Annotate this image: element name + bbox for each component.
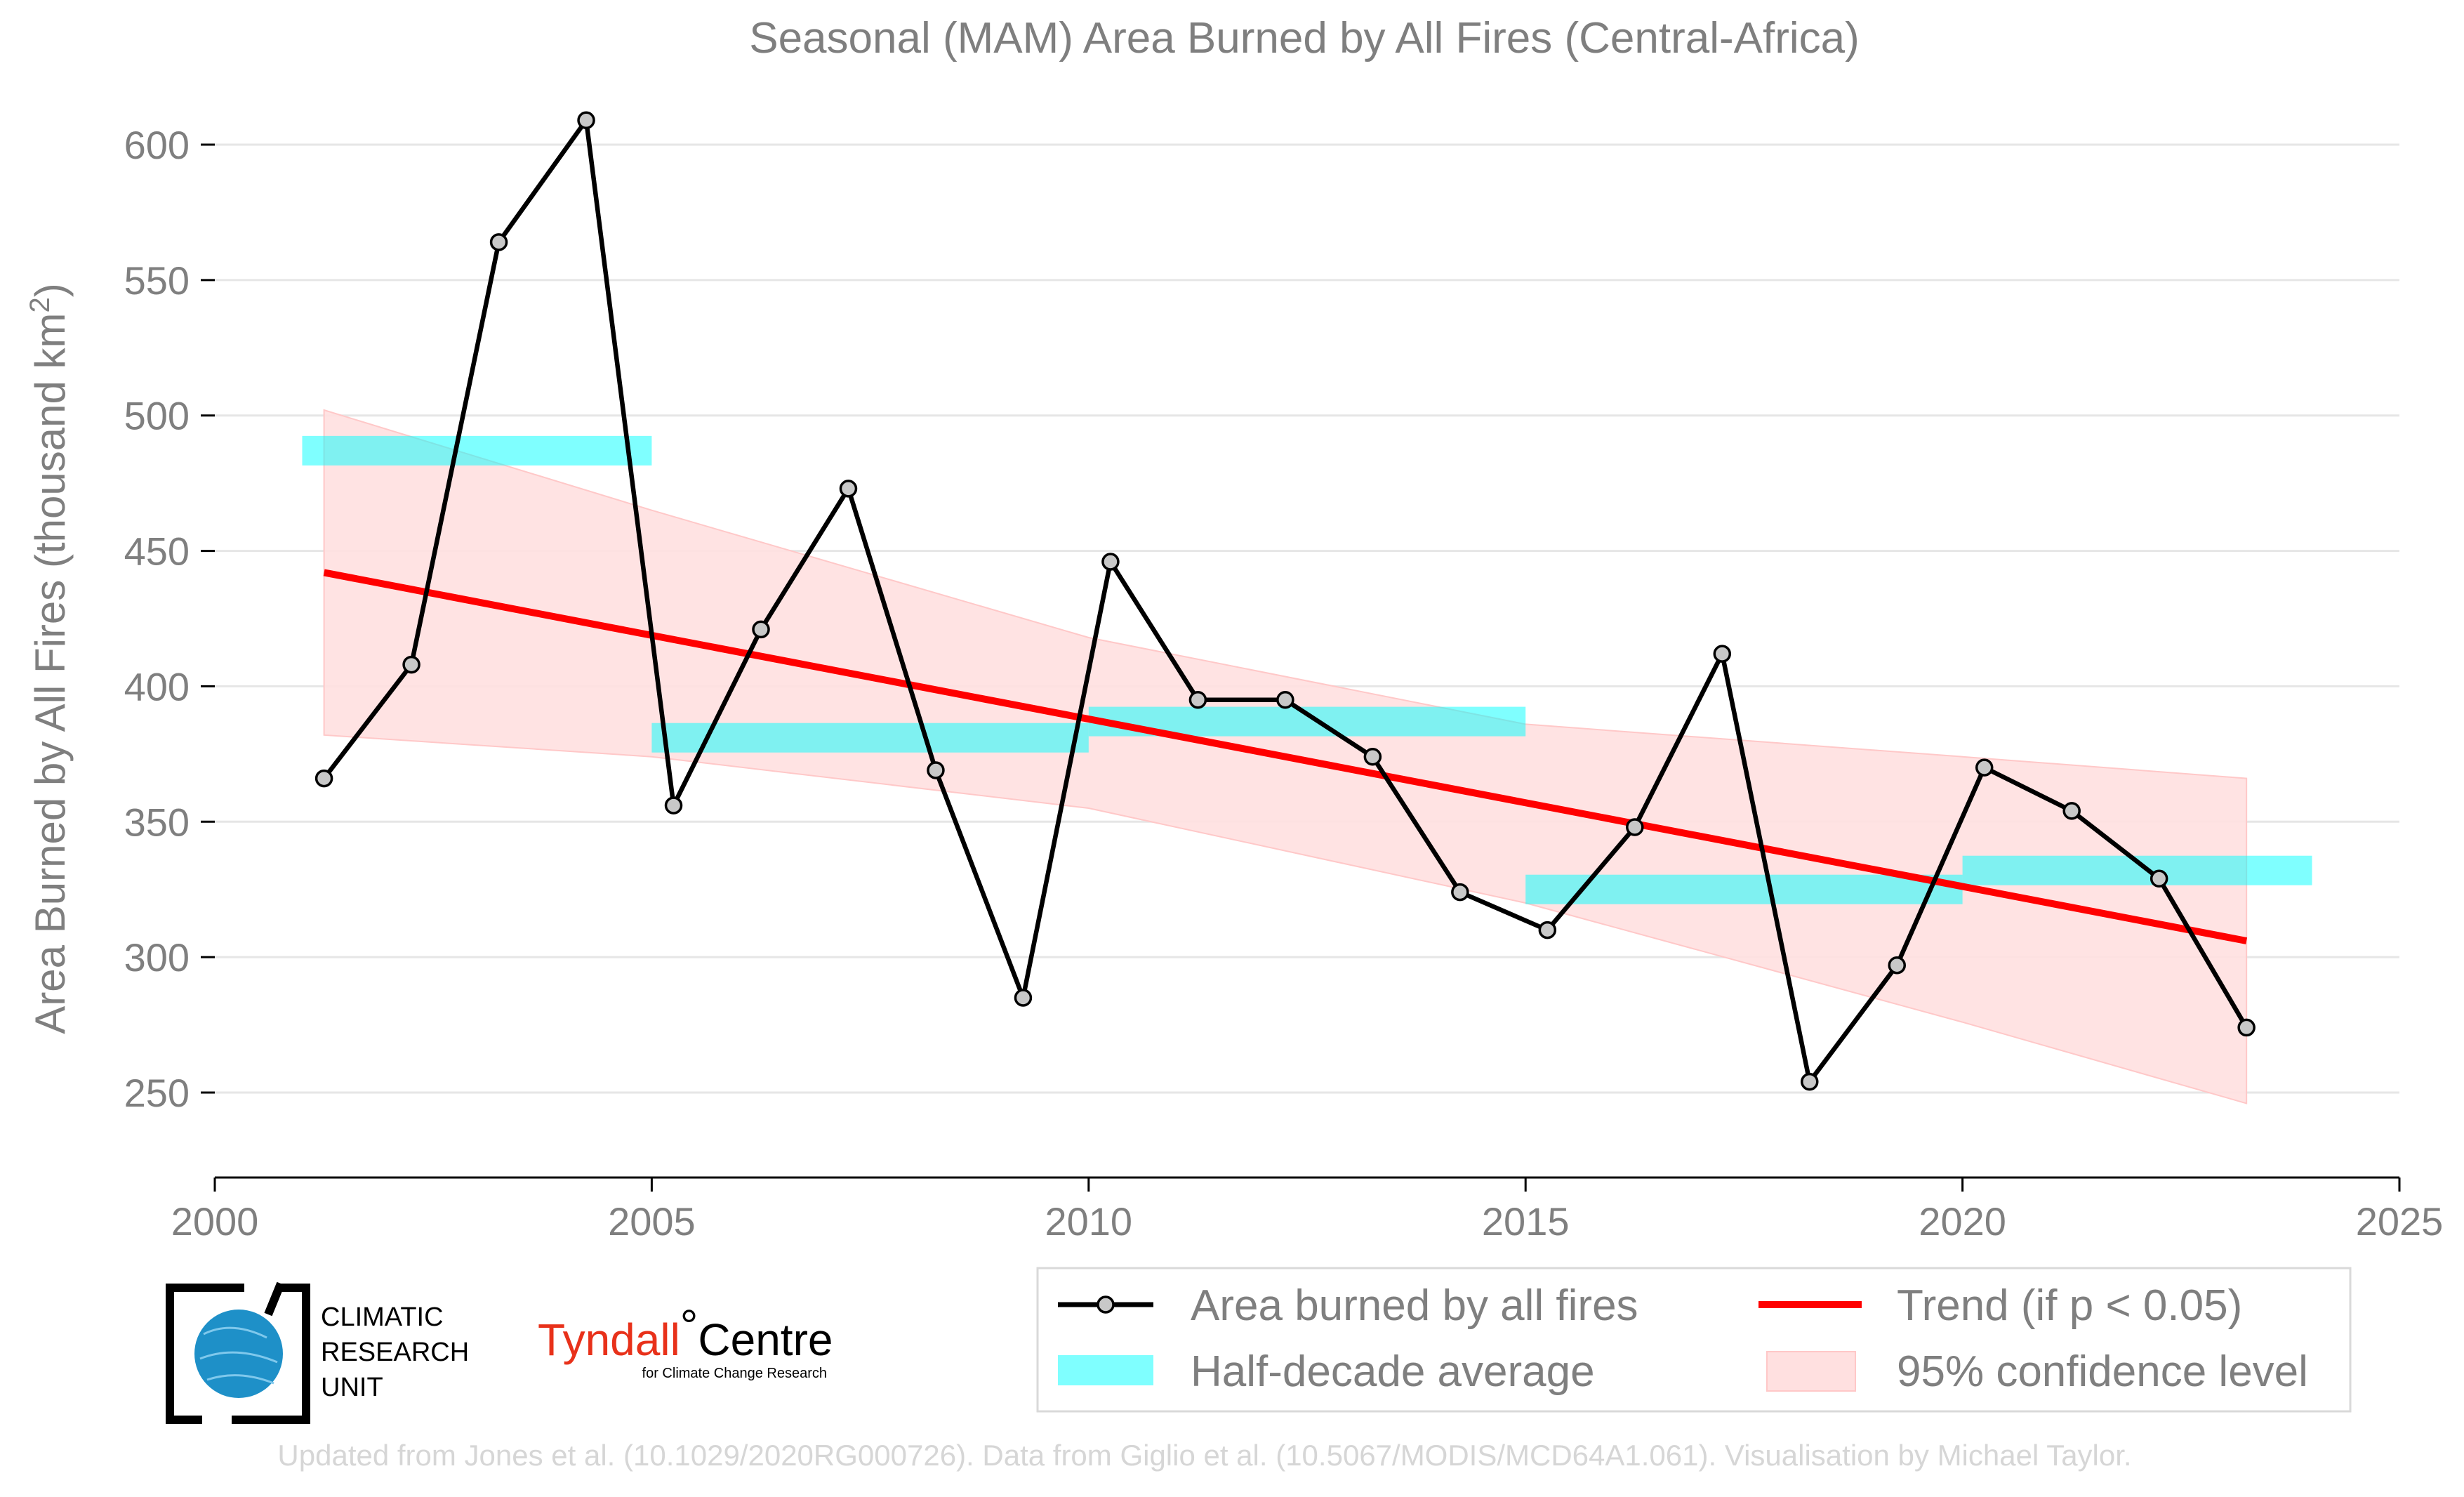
x-tick-label-2010: 2010 — [1045, 1199, 1133, 1244]
data-point-2019 — [1888, 956, 1906, 975]
credit-line: Updated from Jones et al. (10.1029/2020R… — [277, 1439, 2131, 1472]
half-decade-average-layer — [302, 435, 2312, 904]
data-point-2010 — [1101, 553, 1120, 571]
data-point-2006 — [752, 620, 770, 639]
y-axis-title-close: ) — [27, 283, 74, 297]
data-point-2017 — [1713, 645, 1732, 663]
data-point-2023 — [2237, 1018, 2256, 1037]
trend-line — [323, 569, 2248, 944]
data-point-2018 — [1801, 1072, 1819, 1091]
data-point-2014 — [1451, 883, 1469, 902]
cru-logo-globe-swirl — [199, 1326, 278, 1385]
y-axis-title-main: Area Burned by All Fires (thousand km — [27, 313, 74, 1034]
x-tick-label-2005: 2005 — [608, 1199, 696, 1244]
legend-item-confidence: 95% confidence level — [1766, 1347, 2308, 1396]
cru-logo-bracket-right — [232, 1284, 310, 1424]
y-tick-label-600: 600 — [124, 123, 190, 167]
legend-swatch-area-burned-marker — [1097, 1295, 1115, 1314]
cru-logo-text-line2: RESEARCH — [321, 1338, 469, 1367]
data-point-2021 — [2062, 802, 2081, 820]
y-tick-label-550: 550 — [124, 258, 190, 303]
legend: Area burned by all fires Trend (if p < 0… — [1036, 1267, 2352, 1413]
axes-layer: 250 300 350 400 450 500 550 600 2000 2005 2010 2015… — [124, 123, 2444, 1244]
y-axis-title-superscript: 2 — [25, 297, 55, 312]
cru-logo-slash — [264, 1281, 285, 1317]
legend-item-area-burned: Area burned by all fires — [1058, 1281, 1638, 1330]
y-tick-label-250: 250 — [124, 1071, 190, 1115]
half-decade-average-bar-1 — [651, 723, 1089, 753]
area-burned-series-layer — [314, 111, 2256, 1091]
data-point-2009 — [1014, 989, 1033, 1007]
y-axis-title: Area Burned by All Fires (thousand km2) — [25, 283, 74, 1034]
y-tick-label-400: 400 — [124, 664, 190, 708]
data-point-2007 — [839, 480, 858, 498]
half-decade-average-bar-3 — [1525, 874, 1963, 904]
cru-logo-text-line3: UNIT — [321, 1373, 383, 1402]
data-point-2008 — [927, 761, 945, 779]
data-point-2005 — [664, 796, 683, 815]
half-decade-average-bar-0 — [302, 435, 652, 466]
data-point-2015 — [1538, 921, 1557, 939]
cru-logo-bracket-left — [166, 1284, 244, 1424]
data-point-2003 — [489, 233, 508, 251]
data-point-2022 — [2150, 869, 2168, 888]
cru-logo: CLIMATIC RESEARCH UNIT — [166, 1281, 469, 1424]
legend-label-trend: Trend (if p < 0.05) — [1897, 1281, 2242, 1330]
data-point-2001 — [314, 769, 333, 788]
tyndall-logo-main: Tyndall — [538, 1314, 680, 1365]
y-tick-label-450: 450 — [124, 529, 190, 574]
data-point-2011 — [1188, 690, 1207, 709]
chart-title: Seasonal (MAM) Area Burned by All Fires … — [749, 14, 1860, 62]
cru-logo-text-line1: CLIMATIC — [321, 1303, 444, 1332]
legend-item-half-decade-average: Half-decade average — [1058, 1347, 1595, 1396]
tyndall-logo-degree: ° — [680, 1300, 698, 1351]
legend-item-trend: Trend (if p < 0.05) — [1758, 1281, 2242, 1330]
data-point-2020 — [1975, 758, 1994, 777]
data-point-2004 — [577, 111, 595, 130]
data-point-2012 — [1276, 690, 1294, 709]
legend-swatch-half-decade-average — [1058, 1355, 1153, 1385]
x-tick-label-2025: 2025 — [2356, 1199, 2444, 1244]
y-tick-label-350: 350 — [124, 800, 190, 844]
data-point-2002 — [402, 655, 420, 674]
data-point-2013 — [1363, 747, 1382, 766]
x-tick-label-2020: 2020 — [1919, 1199, 2006, 1244]
tyndall-centre-logo: Tyndall°Centre for Climate Change Resear… — [538, 1300, 833, 1381]
y-tick-label-500: 500 — [124, 394, 190, 438]
legend-label-confidence: 95% confidence level — [1897, 1347, 2308, 1396]
data-point-2016 — [1626, 818, 1644, 836]
legend-label-half-decade-average: Half-decade average — [1191, 1347, 1595, 1396]
trend-line-layer — [323, 569, 2248, 944]
legend-swatch-confidence — [1766, 1351, 1856, 1392]
legend-label-area-burned: Area burned by all fires — [1191, 1281, 1638, 1330]
legend-frame — [1036, 1267, 2352, 1413]
tyndall-logo-wordmark: Tyndall°Centre — [538, 1300, 833, 1365]
tyndall-logo-subtitle: for Climate Change Research — [642, 1366, 827, 1381]
x-tick-label-2015: 2015 — [1482, 1199, 1570, 1244]
tyndall-logo-centre: Centre — [698, 1314, 833, 1365]
y-tick-label-300: 300 — [124, 935, 190, 980]
x-tick-label-2000: 2000 — [171, 1199, 259, 1244]
cru-logo-globe-icon — [194, 1310, 283, 1398]
